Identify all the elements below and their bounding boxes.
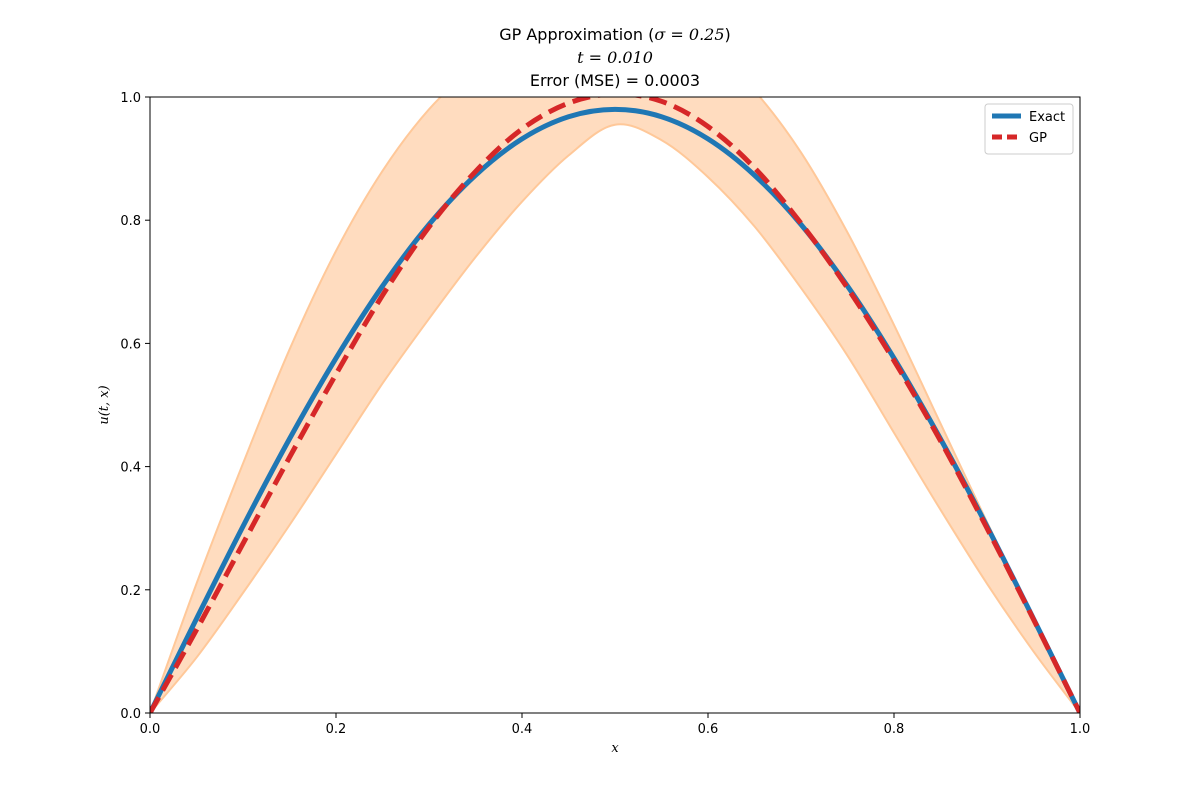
y-axis-label: u(t, x)	[97, 385, 112, 424]
y-tick-label: 0.2	[120, 584, 141, 599]
x-tick-label: 0.4	[512, 722, 533, 737]
title-time: t = 0.010	[577, 48, 653, 67]
title-sigma: σ = 0.25	[654, 25, 725, 44]
x-tick-label: 0.0	[140, 722, 161, 737]
confidence-band-upper-edge	[150, 97, 1080, 713]
y-tick-label: 0.4	[120, 461, 141, 476]
y-tick-label: 0.8	[120, 214, 141, 229]
title-suffix: )	[724, 25, 731, 44]
x-tick-label: 0.6	[698, 722, 719, 737]
x-tick-label: 0.8	[884, 722, 905, 737]
confidence-band-lower-edge	[150, 123, 1080, 713]
legend-label-exact: Exact	[1029, 110, 1065, 125]
plot-area	[150, 97, 1080, 713]
title-prefix: GP Approximation (	[499, 25, 655, 44]
y-tick-label: 0.0	[120, 707, 141, 722]
y-tick-label: 1.0	[120, 91, 141, 106]
plot-frame	[149, 96, 1081, 714]
x-tick-label: 1.0	[1070, 722, 1091, 737]
legend: Exact GP	[984, 103, 1074, 155]
axis-ticks: 0.0 0.2 0.4 0.6 0.8 1.0 0.0 0.2 0.4 0.6 0.8 1.0	[120, 91, 1090, 737]
x-axis-label: x	[611, 741, 619, 756]
legend-label-gp: GP	[1029, 131, 1047, 146]
chart-title-line-2: t = 0.010	[150, 48, 1080, 67]
x-tick-label: 0.2	[326, 722, 347, 737]
confidence-band	[150, 97, 1080, 713]
chart-title-line-3: Error (MSE) = 0.0003	[150, 71, 1080, 90]
series-line-gp	[150, 97, 1080, 713]
y-tick-label: 0.6	[120, 337, 141, 352]
chart-title-line-1: GP Approximation (σ = 0.25)	[150, 25, 1080, 44]
title-error: Error (MSE) = 0.0003	[529, 71, 701, 90]
